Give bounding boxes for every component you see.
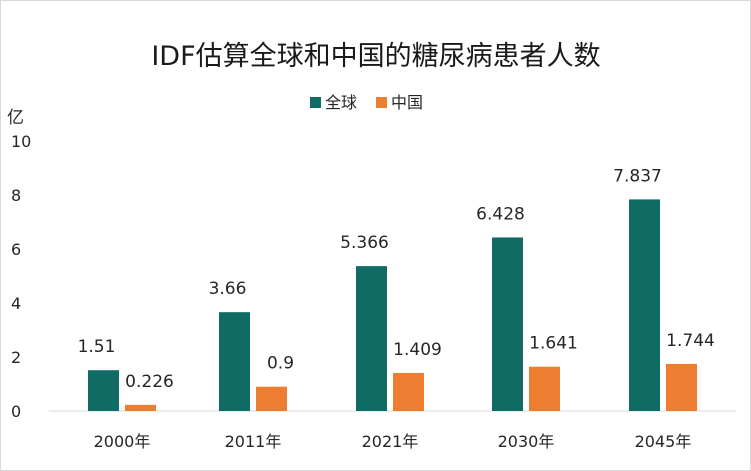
data-label-china-3: 1.641	[529, 334, 578, 354]
y-tick-label: 8	[11, 186, 21, 205]
legend-label-global: 全球	[325, 93, 357, 112]
data-label-global-3: 6.428	[476, 204, 525, 224]
y-tick-label: 4	[11, 294, 21, 313]
y-tick-label: 2	[11, 348, 21, 367]
x-category-label: 2045年	[635, 432, 692, 451]
data-label-china-2: 1.409	[393, 340, 442, 360]
bar-china-4	[666, 363, 697, 411]
bar-global-0	[88, 370, 119, 411]
bar-china-2	[393, 372, 424, 411]
data-labels-layer: 1.51 0.226 3.66 0.9 5.366 1.409 6.428 1.641 7.83…	[78, 166, 715, 391]
data-label-global-1: 3.66	[209, 279, 247, 299]
x-category-label: 2030年	[498, 432, 555, 451]
bar-china-1	[256, 386, 287, 411]
bar-global-2	[356, 266, 387, 411]
y-tick-label: 10	[11, 132, 31, 151]
bars-layer	[88, 199, 697, 411]
data-label-china-4: 1.744	[666, 331, 715, 351]
legend: 全球 中国	[310, 93, 423, 112]
y-tick-label: 6	[11, 240, 21, 259]
legend-swatch-china	[376, 97, 387, 108]
x-category-label: 2000年	[94, 432, 151, 451]
x-axis-categories: 2000年 2011年 2021年 2030年 2045年	[94, 432, 692, 451]
bar-global-3	[492, 237, 523, 411]
bar-global-1	[219, 312, 250, 411]
y-axis-unit-label: 亿	[7, 108, 24, 128]
data-label-global-2: 5.366	[340, 233, 389, 253]
y-axis-ticks: 0 2 4 6 8 10	[11, 132, 31, 421]
y-tick-label: 0	[11, 402, 21, 421]
data-label-china-0: 0.226	[125, 372, 174, 392]
x-category-label: 2021年	[362, 432, 419, 451]
bar-global-4	[629, 199, 660, 411]
data-label-global-4: 7.837	[613, 166, 662, 186]
x-category-label: 2011年	[225, 432, 282, 451]
legend-label-china: 中国	[391, 93, 423, 112]
data-label-global-0: 1.51	[78, 337, 116, 357]
bar-china-3	[529, 366, 560, 411]
chart-title: IDF估算全球和中国的糖尿病患者人数	[151, 41, 600, 72]
bar-china-0	[125, 404, 156, 411]
legend-swatch-global	[310, 97, 321, 108]
data-label-china-1: 0.9	[267, 354, 294, 374]
